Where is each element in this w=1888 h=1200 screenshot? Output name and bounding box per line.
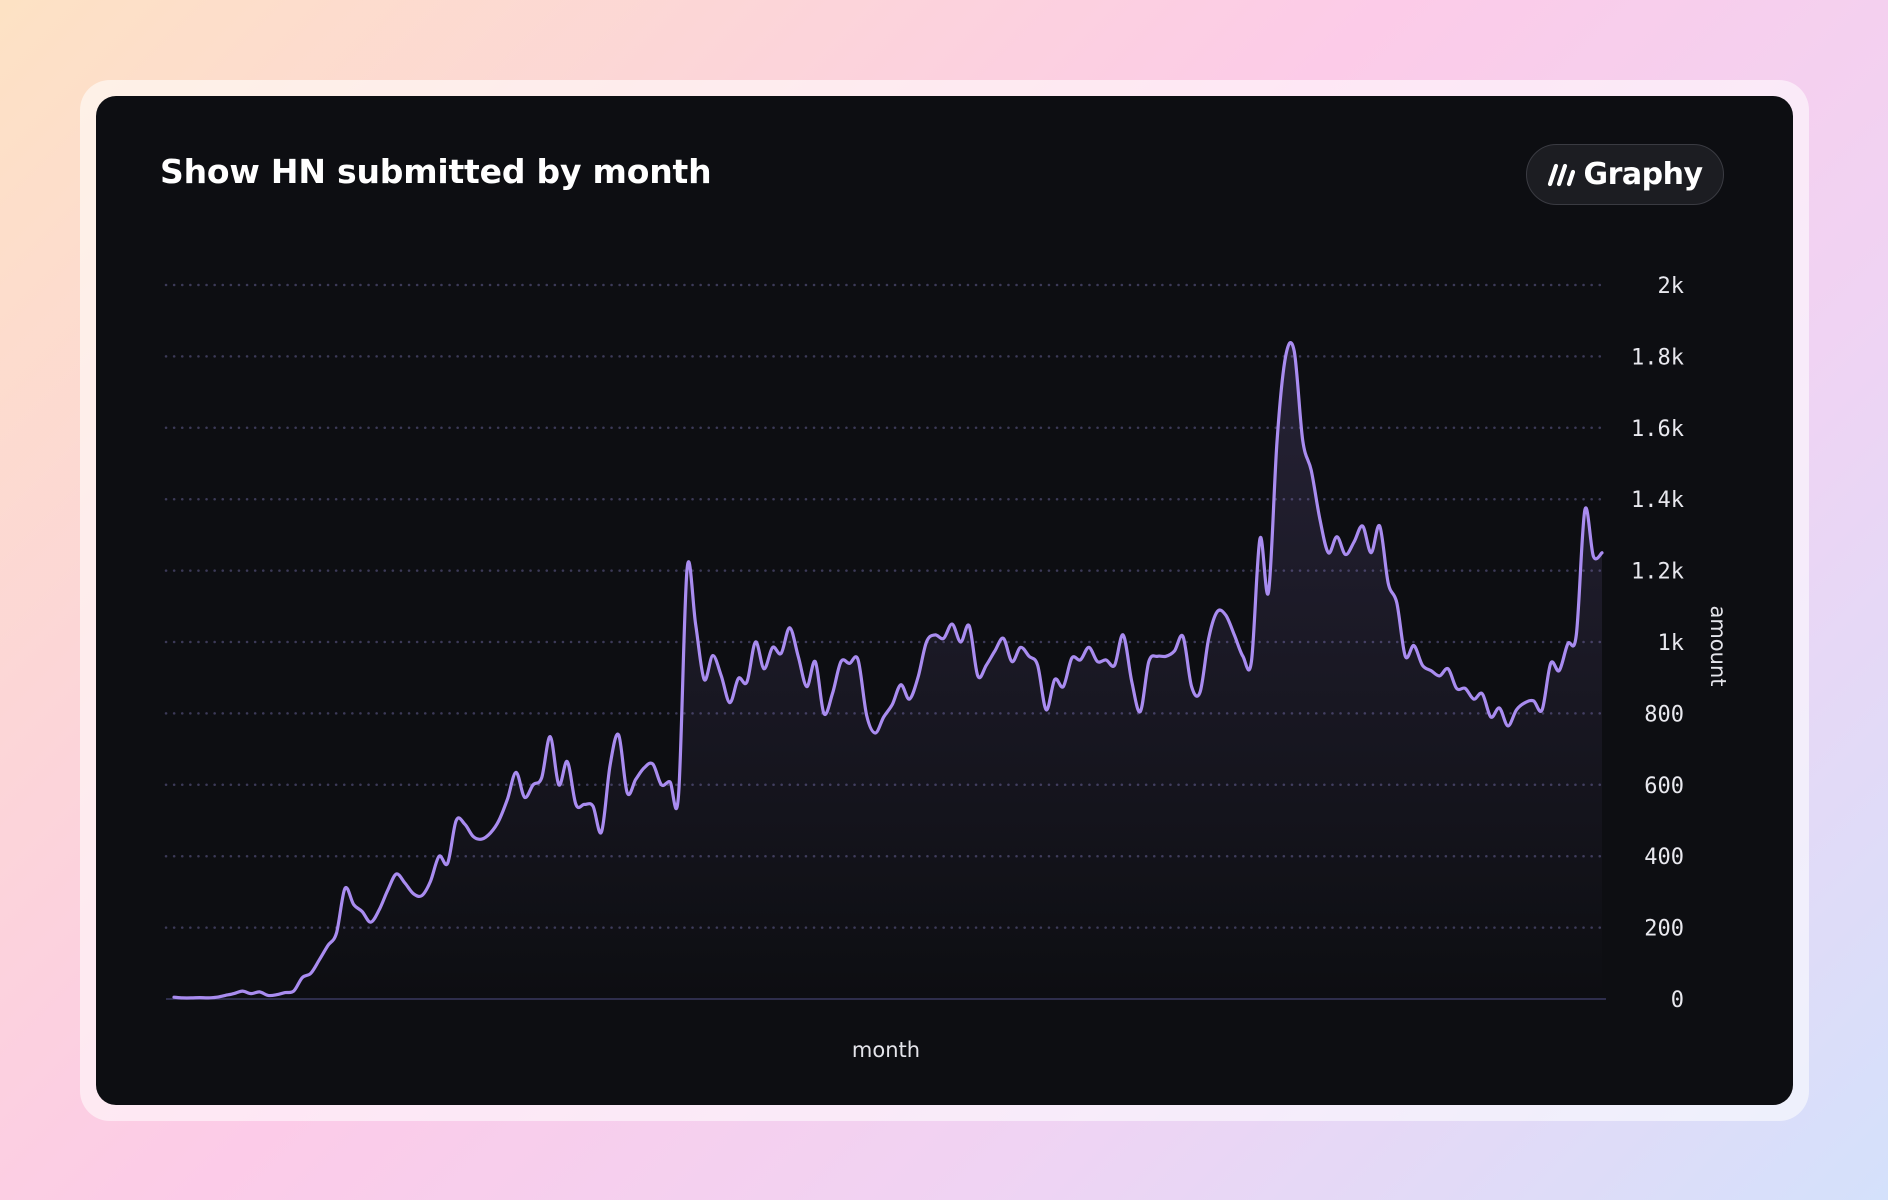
y-tick-label: 1.6k: [1631, 417, 1684, 442]
y-tick-label: 1.2k: [1631, 560, 1684, 585]
graphy-logo-button[interactable]: Graphy: [1526, 144, 1724, 205]
y-tick-label: 600: [1644, 774, 1684, 799]
y-tick-label: 0: [1671, 988, 1684, 1013]
y-tick-label: 1.8k: [1631, 345, 1684, 370]
brand-name: Graphy: [1583, 157, 1703, 192]
y-tick-label: 400: [1644, 845, 1684, 870]
series-line: [172, 341, 1604, 1000]
line-chart: 0 200 400 600 800 1k 1.2k 1.4k 1.6k 1.8k 2k month am…: [164, 274, 1730, 1062]
y-tick-label: 200: [1644, 917, 1684, 942]
x-axis-title: month: [852, 1038, 920, 1062]
chart-title: Show HN submitted by month: [160, 152, 712, 191]
series-area: [174, 342, 1602, 999]
graphy-slashes-icon: [1547, 162, 1576, 188]
y-tick-label: 800: [1644, 702, 1684, 727]
y-tick-label: 1k: [1658, 631, 1685, 656]
chart-card: Show HN submitted by month Graphy 0 200 40…: [96, 96, 1793, 1105]
y-tick-label: 1.4k: [1631, 488, 1684, 513]
y-tick-label: 2k: [1658, 274, 1685, 299]
y-axis-title: amount: [1706, 605, 1730, 686]
